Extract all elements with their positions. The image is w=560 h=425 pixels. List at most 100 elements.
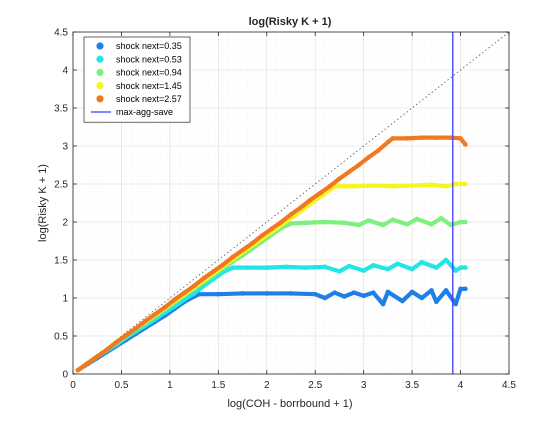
data-point (230, 254, 236, 260)
data-point (429, 288, 434, 293)
data-point (346, 263, 352, 269)
data-point (463, 265, 468, 270)
data-point (288, 221, 294, 226)
data-point (308, 197, 313, 203)
data-point (385, 289, 391, 295)
data-point (414, 216, 420, 222)
data-point (303, 220, 308, 226)
series-layer (75, 135, 468, 373)
data-point (303, 265, 308, 270)
data-point (288, 212, 294, 217)
y-tick-label: 1 (62, 294, 68, 305)
x-tick-label: 4 (458, 380, 464, 391)
legend-marker (96, 55, 104, 63)
data-point (361, 268, 366, 273)
data-point (351, 183, 357, 189)
legend-entry-label: shock next=1.45 (116, 81, 182, 91)
x-tick-label: 0 (70, 380, 76, 391)
data-point (395, 261, 400, 267)
data-point (245, 265, 250, 270)
data-point (191, 291, 197, 296)
data-point (322, 219, 328, 225)
data-point (351, 290, 357, 295)
legend-marker (96, 82, 104, 90)
data-point (438, 215, 444, 221)
data-point (366, 218, 371, 223)
data-point (85, 361, 90, 366)
data-point (346, 169, 352, 175)
x-tick-label: 1.5 (211, 380, 225, 391)
data-point (385, 266, 391, 272)
legend-marker (96, 42, 104, 50)
data-point (337, 269, 342, 274)
chart-title: log(Risky K + 1) (249, 16, 332, 28)
data-point (341, 294, 347, 299)
data-point (133, 326, 139, 331)
y-tick-label: 2.5 (54, 180, 68, 191)
data-point (322, 264, 328, 270)
data-point (153, 311, 158, 317)
data-point (143, 318, 148, 324)
data-point (240, 247, 245, 253)
data-point (356, 162, 362, 168)
x-tick-label: 2.5 (308, 380, 322, 391)
data-point (443, 257, 449, 263)
data-point (429, 182, 434, 188)
data-point (419, 135, 425, 140)
data-point (385, 139, 391, 145)
data-point (298, 205, 303, 210)
x-axis-label: log(COH - borrbound + 1) (227, 398, 352, 410)
data-point (448, 222, 454, 228)
data-point (283, 264, 289, 270)
legend-box (83, 36, 191, 123)
data-point (259, 233, 265, 238)
data-point (269, 226, 274, 232)
data-point (332, 290, 337, 295)
data-point (380, 222, 386, 228)
legend: shock next=0.35 shock next=0.53 shock next… (83, 36, 191, 123)
data-point (453, 268, 459, 273)
data-point (264, 291, 270, 296)
x-tick-label: 1 (167, 380, 173, 391)
data-point (361, 293, 366, 299)
legend-marker (96, 68, 104, 76)
legend-entry-label: shock next=0.35 (116, 41, 182, 51)
data-point (264, 265, 270, 270)
y-tick-label: 3 (62, 142, 68, 153)
data-point (337, 176, 342, 181)
x-tick-label: 3.5 (405, 380, 419, 391)
x-tick-label: 0.5 (114, 380, 128, 391)
data-point (448, 135, 454, 140)
data-point (356, 222, 362, 228)
y-tick-label: 4 (62, 66, 68, 77)
y-tick-label: 2 (62, 218, 68, 229)
data-point (172, 297, 178, 302)
y-tick-label: 0 (62, 370, 68, 381)
y-tick-label: 1.5 (54, 256, 68, 267)
data-point (123, 332, 129, 338)
data-point (240, 291, 245, 296)
data-point (434, 299, 439, 305)
data-point (211, 269, 216, 274)
data-point (341, 220, 347, 226)
data-point (230, 265, 236, 270)
data-point (443, 183, 449, 189)
plot-frame (72, 31, 510, 375)
data-point (201, 275, 207, 281)
data-point (191, 283, 197, 289)
series-5-trace (75, 135, 468, 373)
data-point (434, 265, 439, 270)
data-point (453, 301, 459, 307)
data-point (249, 240, 255, 246)
data-point (390, 183, 396, 189)
data-point (419, 259, 425, 265)
data-point (429, 221, 434, 227)
data-point (312, 291, 318, 297)
x-tick-label: 4.5 (502, 380, 516, 391)
data-point (288, 291, 294, 296)
data-point (404, 221, 410, 227)
series-5 (75, 135, 468, 373)
data-point (463, 142, 468, 147)
